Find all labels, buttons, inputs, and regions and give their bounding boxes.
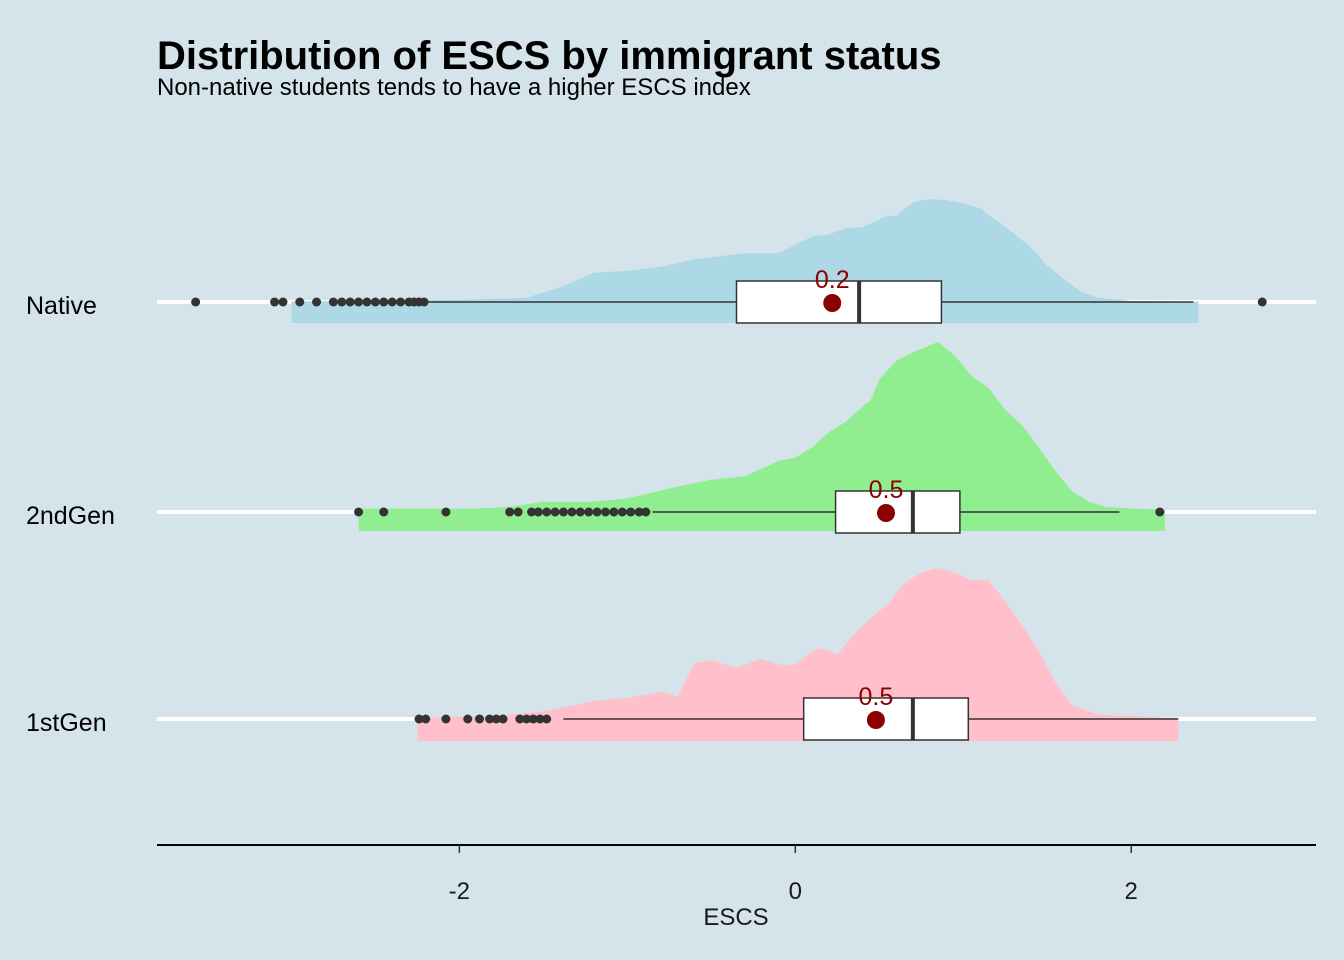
- series-1stgen: 0.5: [414, 568, 1179, 741]
- plot-area: 0.2 0.5 0.5: [191, 199, 1267, 741]
- outlier-point: [387, 297, 397, 307]
- y-axis-labels: Native 2ndGen 1stGen: [26, 292, 115, 737]
- outlier-point: [542, 507, 552, 517]
- chart-title: Distribution of ESCS by immigrant status: [157, 34, 942, 78]
- outlier-point: [527, 507, 537, 517]
- outlier-point: [312, 297, 322, 307]
- outlier-point: [498, 714, 508, 724]
- mean-point-native: [823, 294, 842, 312]
- mean-label-2ndgen: 0.5: [869, 476, 904, 504]
- outlier-point: [626, 507, 636, 517]
- mean-point-2ndgen: [876, 504, 895, 522]
- outlier-point: [463, 714, 473, 724]
- outlier-point: [617, 507, 627, 517]
- outlier-point: [421, 714, 431, 724]
- outlier-point: [328, 297, 338, 307]
- outlier-point: [567, 507, 577, 517]
- x-axis-title: ESCS: [703, 904, 768, 931]
- outlier-point: [584, 507, 594, 517]
- outlier-point: [270, 297, 280, 307]
- mean-point-1stgen: [866, 711, 885, 729]
- outlier-point: [354, 297, 364, 307]
- outlier-point: [370, 297, 380, 307]
- series-2ndgen: 0.5: [354, 342, 1165, 534]
- outlier-point: [515, 714, 525, 724]
- x-tick-label: -2: [449, 878, 470, 905]
- box-2ndgen: [834, 490, 961, 534]
- outlier-point: [337, 297, 347, 307]
- outlier-point: [1155, 507, 1165, 517]
- outlier-point: [379, 297, 389, 307]
- outlier-point: [441, 714, 451, 724]
- series-native: 0.2: [191, 199, 1267, 324]
- outlier-point: [592, 507, 602, 517]
- outlier-point: [558, 507, 568, 517]
- outlier-point: [362, 297, 372, 307]
- outlier-point: [535, 714, 545, 724]
- outlier-point: [634, 507, 644, 517]
- outlier-point: [295, 297, 305, 307]
- box-1stgen: [802, 697, 970, 741]
- outlier-point: [419, 297, 429, 307]
- density-1stgen: [417, 568, 1179, 741]
- outlier-point: [475, 714, 485, 724]
- outlier-point: [345, 297, 355, 307]
- outlier-point: [491, 714, 501, 724]
- y-label-1stgen: 1stGen: [26, 709, 107, 737]
- mean-label-native: 0.2: [815, 266, 850, 294]
- outlier-point: [379, 507, 389, 517]
- y-label-native: Native: [26, 292, 97, 320]
- x-tick-label: 2: [1125, 878, 1138, 905]
- y-label-2ndgen: 2ndGen: [26, 502, 115, 530]
- outlier-point: [575, 507, 585, 517]
- outlier-point: [542, 714, 552, 724]
- x-axis-ticks: -2 0 2: [449, 845, 1138, 905]
- outlier-point: [550, 507, 560, 517]
- outlier-point: [485, 714, 495, 724]
- x-tick-label: 0: [789, 878, 802, 905]
- outlier-point: [191, 297, 201, 307]
- outlier-point: [641, 507, 651, 517]
- outlier-point: [278, 297, 288, 307]
- outlier-point: [533, 507, 543, 517]
- outlier-point: [396, 297, 406, 307]
- outlier-point: [513, 507, 523, 517]
- outlier-point: [441, 507, 451, 517]
- chart-subtitle: Non-native students tends to have a high…: [157, 74, 751, 101]
- outlier-point: [505, 507, 515, 517]
- outlier-point: [414, 714, 424, 724]
- outlier-point: [522, 714, 532, 724]
- density-2ndgen: [358, 342, 1165, 531]
- density-native: [291, 199, 1199, 323]
- outlier-point: [354, 507, 364, 517]
- mean-label-1stgen: 0.5: [859, 683, 894, 711]
- box-native: [735, 280, 943, 324]
- outlier-point: [609, 507, 619, 517]
- outlier-point: [600, 507, 610, 517]
- outlier-point: [528, 714, 538, 724]
- outlier-point: [1257, 297, 1267, 307]
